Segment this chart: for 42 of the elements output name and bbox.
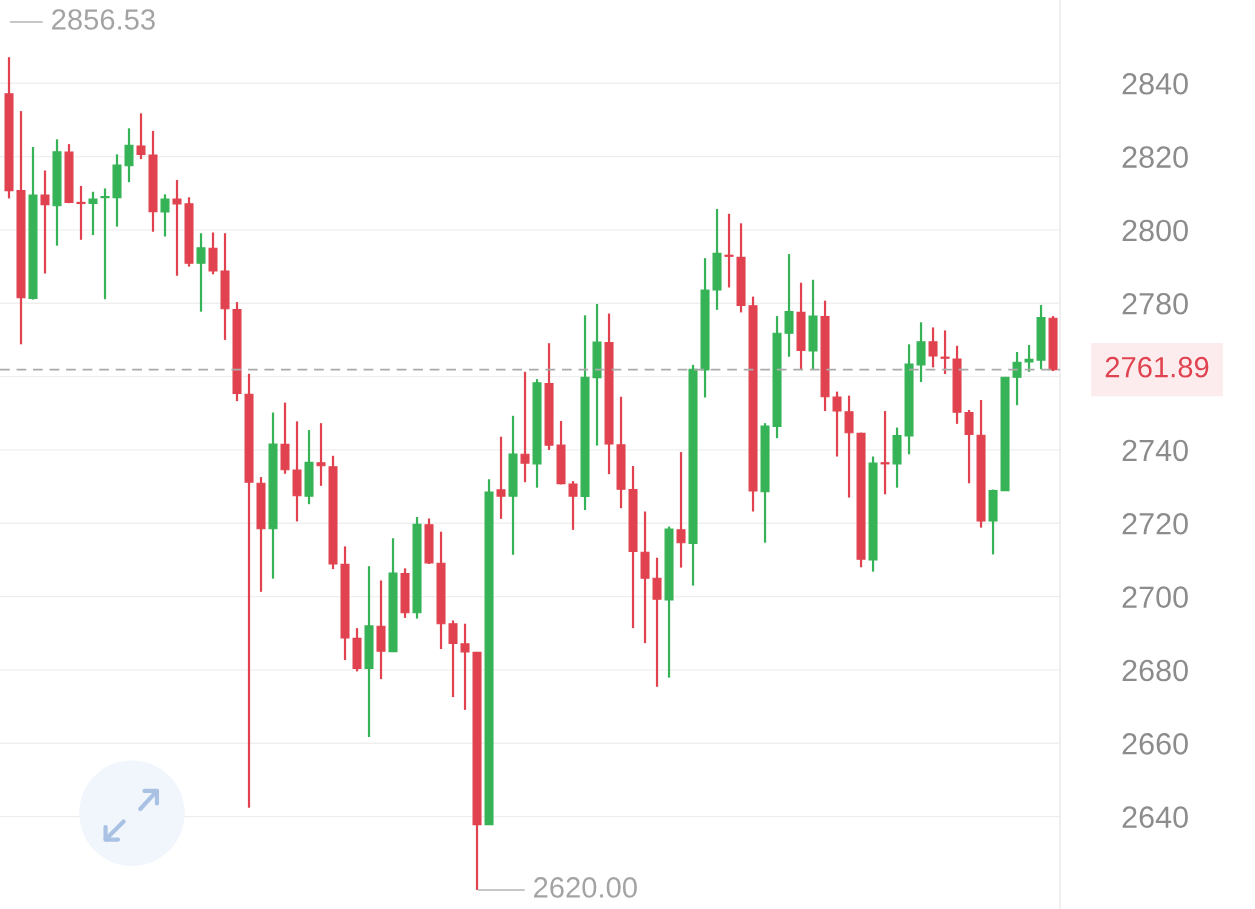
candlestick <box>1012 350 1022 407</box>
annotation: 2620.00 <box>534 877 637 898</box>
candlestick <box>916 321 926 384</box>
candlestick <box>172 178 182 277</box>
candlestick <box>880 409 890 496</box>
candlestick <box>496 435 506 520</box>
candlestick <box>676 451 686 569</box>
candlestick <box>652 556 662 688</box>
candlestick <box>124 127 134 184</box>
y-tick-label: 2780 <box>1122 292 1188 315</box>
candlestick <box>100 187 110 301</box>
candlestick <box>88 190 98 237</box>
y-tick-label: 2640 <box>1122 806 1188 828</box>
candlestick <box>520 370 530 484</box>
y-tick-label: 2720 <box>1122 512 1188 535</box>
y-tick-label: 2680 <box>1122 659 1188 682</box>
y-tick-label: 2800 <box>1122 219 1188 242</box>
ref-line-label: 2761.89 <box>1105 356 1209 378</box>
candlestick <box>940 329 950 376</box>
candlestick <box>316 422 326 487</box>
y-tick-label: 2820 <box>1122 146 1188 168</box>
candlestick <box>964 408 974 485</box>
candlestick <box>136 112 146 161</box>
candlestick <box>160 193 170 238</box>
annotation: 2856.53 <box>52 9 155 30</box>
candlestick <box>40 169 50 275</box>
candlestick <box>724 212 734 289</box>
candlestick <box>784 253 794 358</box>
candlestick <box>208 231 218 276</box>
y-tick-label: 2740 <box>1122 439 1188 462</box>
y-tick-label: 2840 <box>1122 72 1188 95</box>
candlestick <box>568 479 578 531</box>
candlestick <box>460 622 470 711</box>
y-tick-label: 2660 <box>1122 733 1188 755</box>
candlestick <box>1024 343 1034 373</box>
y-tick-label: 2700 <box>1122 586 1188 608</box>
candlestick <box>844 394 854 499</box>
candlestick <box>76 184 86 241</box>
candlestick <box>196 232 206 313</box>
candlestick <box>448 619 458 699</box>
candlestick <box>832 390 842 458</box>
candlestick <box>928 326 938 369</box>
